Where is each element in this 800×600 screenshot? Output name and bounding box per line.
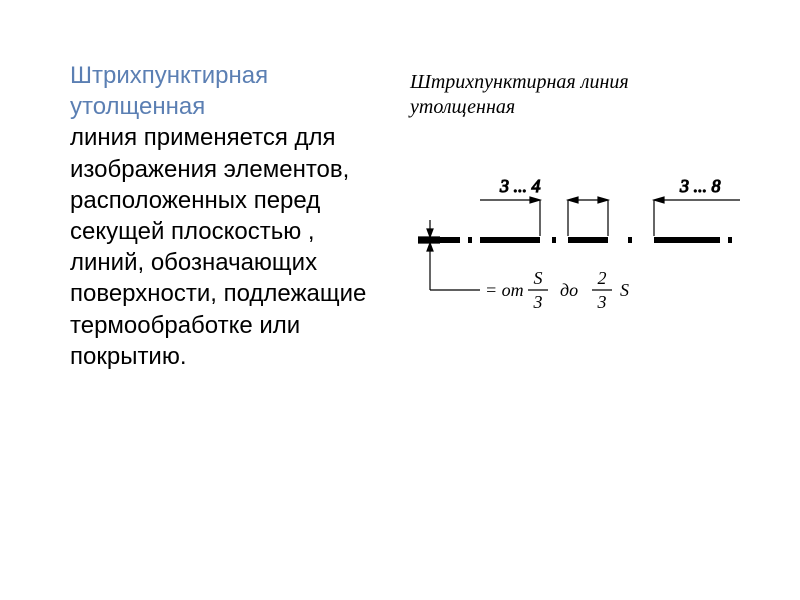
arrow-head	[427, 229, 433, 237]
arrow-head	[598, 197, 608, 203]
formula-trailing-s: S	[620, 280, 629, 300]
diagram-area: Штрихпунктирная линия утолщенная	[410, 60, 760, 372]
frac1-num: S	[534, 268, 543, 288]
diagram-title: Штрихпунктирная линия утолщенная	[410, 70, 760, 120]
body-text: применяется для изображения элементов, р…	[70, 124, 366, 369]
diagram-title-line2: утолщенная	[410, 96, 515, 118]
frac2-den: 3	[597, 292, 607, 312]
arrow-head	[654, 197, 664, 203]
formula-mid: до	[560, 280, 578, 300]
formula: = от S 3 до 2 3 S	[485, 268, 629, 312]
frac2-num: 2	[598, 268, 607, 288]
line-word: линия	[70, 124, 137, 151]
diagram-svg: 3 ... 4 3 ... 8	[410, 150, 760, 370]
term-line2: утолщенная	[70, 93, 205, 120]
term-line1: Штрихпунктирная	[70, 62, 268, 89]
dim-right-text: 3 ... 8	[679, 176, 721, 196]
dim-left-text: 3 ... 4	[499, 176, 541, 196]
main-content: Штрихпунктирная утолщенная линия применя…	[0, 0, 800, 412]
arrow-head	[427, 243, 433, 251]
diagram-title-line1: Штрихпунктирная линия	[410, 71, 629, 93]
formula-prefix: = от	[485, 280, 524, 300]
description-text: Штрихпунктирная утолщенная линия применя…	[70, 60, 390, 372]
arrow-head	[568, 197, 578, 203]
frac1-den: 3	[533, 292, 543, 312]
dimension-lines: 3 ... 4 3 ... 8	[418, 176, 740, 290]
diagram-svg-wrap: 3 ... 4 3 ... 8	[410, 150, 760, 370]
arrow-head	[530, 197, 540, 203]
